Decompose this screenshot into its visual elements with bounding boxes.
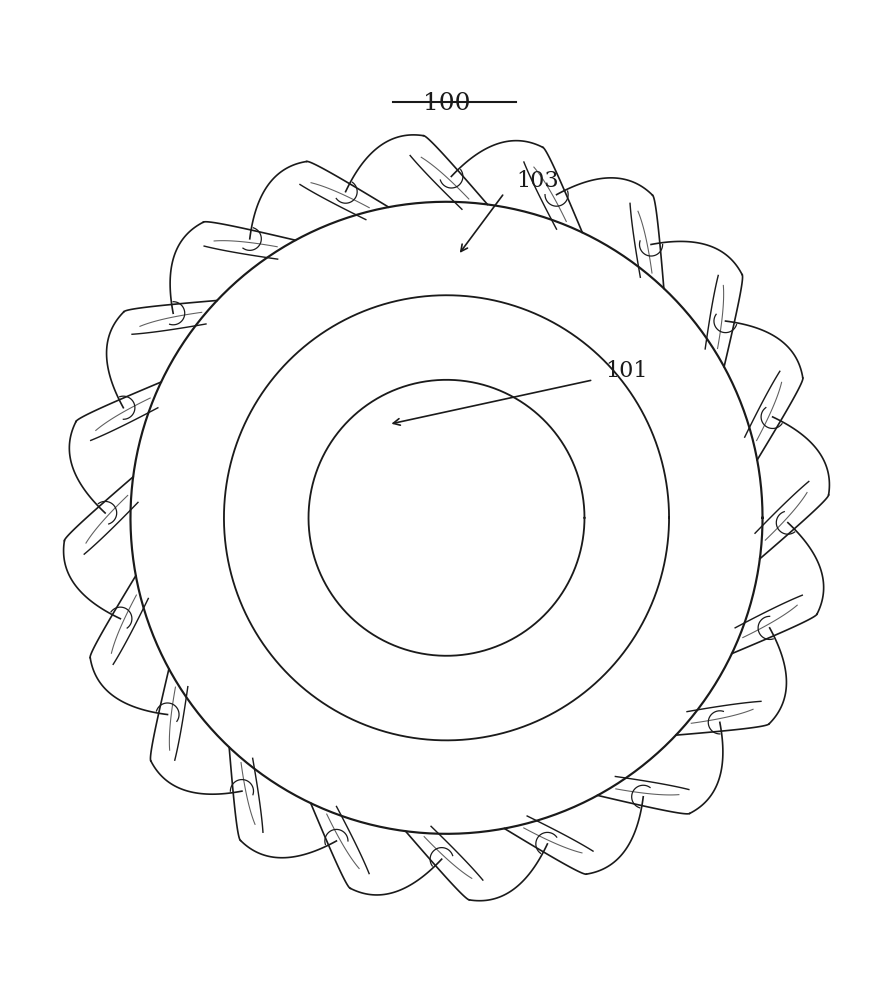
Text: 100: 100 bbox=[422, 92, 471, 115]
Text: 103: 103 bbox=[516, 170, 558, 192]
Text: 101: 101 bbox=[605, 360, 647, 382]
